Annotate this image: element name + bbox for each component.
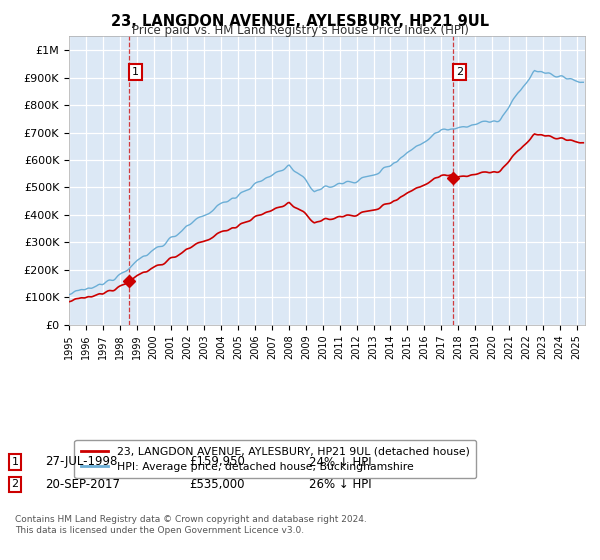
Text: Contains HM Land Registry data © Crown copyright and database right 2024.
This d: Contains HM Land Registry data © Crown c… xyxy=(15,515,367,535)
Text: 2: 2 xyxy=(11,479,19,489)
Text: £159,950: £159,950 xyxy=(189,455,245,469)
Text: 23, LANGDON AVENUE, AYLESBURY, HP21 9UL: 23, LANGDON AVENUE, AYLESBURY, HP21 9UL xyxy=(111,14,489,29)
Text: 20-SEP-2017: 20-SEP-2017 xyxy=(45,478,120,491)
Text: 26% ↓ HPI: 26% ↓ HPI xyxy=(309,478,371,491)
Text: £535,000: £535,000 xyxy=(189,478,245,491)
Text: 2: 2 xyxy=(456,67,463,77)
Text: Price paid vs. HM Land Registry's House Price Index (HPI): Price paid vs. HM Land Registry's House … xyxy=(131,24,469,37)
Text: 27-JUL-1998: 27-JUL-1998 xyxy=(45,455,118,469)
Text: 1: 1 xyxy=(11,457,19,467)
Text: 1: 1 xyxy=(132,67,139,77)
Text: 24% ↓ HPI: 24% ↓ HPI xyxy=(309,455,371,469)
Legend: 23, LANGDON AVENUE, AYLESBURY, HP21 9UL (detached house), HPI: Average price, de: 23, LANGDON AVENUE, AYLESBURY, HP21 9UL … xyxy=(74,440,476,478)
